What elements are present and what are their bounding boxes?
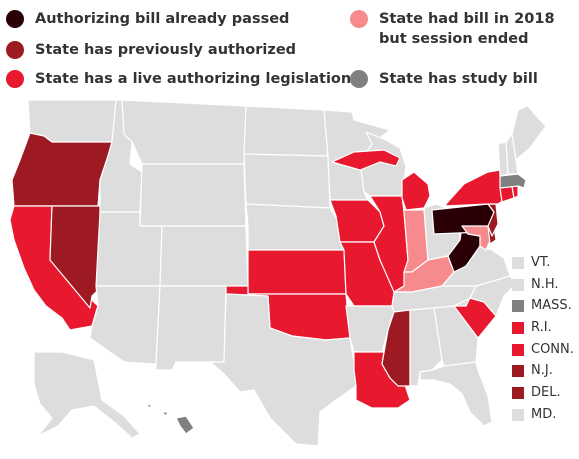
us-state-map (9, 100, 547, 447)
legend-dot-already-passed (6, 10, 24, 28)
legend-label: State had bill in 2018 but session ended (379, 11, 555, 47)
legend-item-session-ended: State had bill in 2018 but session ended (350, 9, 579, 49)
ne-row-ri: R.I. (512, 317, 576, 339)
ne-row-vt: VT. (512, 252, 576, 274)
ne-swatch (512, 408, 524, 421)
state-az[interactable] (89, 285, 161, 365)
ne-row-de: DEL. (512, 382, 576, 404)
legend-dot-study-bill (350, 70, 368, 88)
legend: Authorizing bill already passed State ha… (0, 0, 579, 100)
ne-swatch (512, 386, 524, 399)
state-me[interactable] (511, 105, 547, 161)
legend-dot-live-legislation (6, 70, 24, 88)
ne-row-ct: CONN. (512, 339, 576, 361)
legend-item-previously-authorized: State has previously authorized (6, 40, 296, 60)
ne-swatch (512, 278, 524, 291)
legend-label: State has previously authorized (35, 42, 297, 58)
legend-item-live-legislation: State has a live authorizing legislation (6, 69, 351, 89)
ne-swatch (512, 256, 524, 269)
state-or[interactable] (11, 132, 113, 207)
ne-swatch (512, 300, 524, 313)
state-mi[interactable] (331, 149, 431, 211)
state-ak[interactable] (33, 351, 141, 439)
ne-label: DEL. (531, 384, 561, 400)
ne-swatch (512, 321, 524, 334)
ne-swatch (512, 365, 524, 378)
state-ks[interactable] (247, 249, 347, 295)
ne-label: R.I. (531, 319, 552, 335)
state-nh[interactable] (505, 133, 519, 175)
state-hi[interactable] (145, 403, 195, 435)
legend-item-already-passed: Authorizing bill already passed (6, 9, 289, 29)
northeast-states-key: VT. N.H. MASS. R.I. CONN. N.J. DEL. MD. (512, 252, 576, 426)
state-mt[interactable] (121, 100, 247, 165)
state-fl[interactable] (419, 361, 493, 427)
ne-label: N.J. (531, 363, 553, 379)
state-wy[interactable] (139, 163, 247, 227)
legend-label: Authorizing bill already passed (35, 11, 290, 27)
state-nm[interactable] (155, 285, 227, 371)
state-ma[interactable] (499, 173, 527, 189)
state-tx[interactable] (209, 293, 357, 447)
legend-label: State has study bill (379, 71, 538, 87)
ne-row-nh: N.H. (512, 274, 576, 296)
state-sd[interactable] (243, 153, 331, 209)
state-nd[interactable] (243, 105, 329, 157)
legend-label: State has a live authorizing legislation (35, 71, 352, 87)
legend-dot-session-ended (350, 10, 368, 28)
ne-row-nj: N.J. (512, 360, 576, 382)
state-ny[interactable] (445, 169, 505, 207)
ne-label: CONN. (531, 341, 574, 357)
legend-item-study-bill: State has study bill (350, 69, 538, 89)
ne-row-md: MD. (512, 404, 576, 426)
ne-label: VT. (531, 254, 551, 270)
legend-dot-previously-authorized (6, 41, 24, 59)
state-co[interactable] (159, 225, 249, 287)
ne-row-ma: MASS. (512, 295, 576, 317)
state-ne[interactable] (245, 203, 345, 251)
ne-swatch (512, 343, 524, 356)
ne-label: N.H. (531, 276, 559, 292)
ne-label: MD. (531, 406, 557, 422)
ne-label: MASS. (531, 298, 572, 314)
